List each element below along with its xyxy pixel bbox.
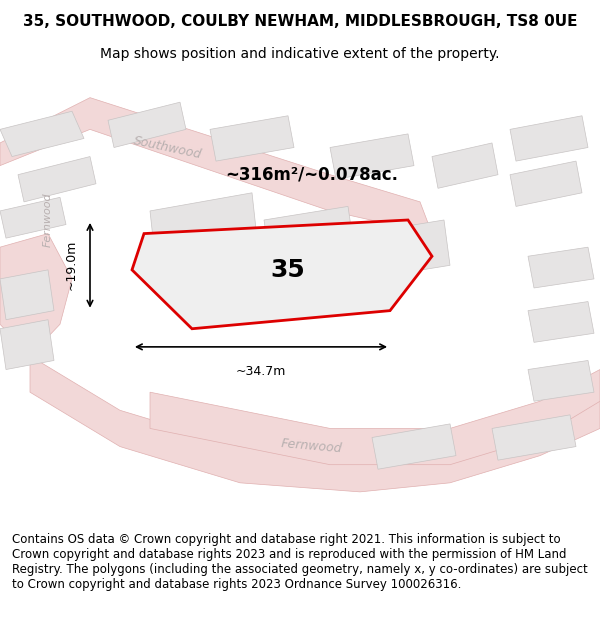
Polygon shape <box>0 111 84 156</box>
Polygon shape <box>528 301 594 343</box>
Polygon shape <box>372 424 456 469</box>
Polygon shape <box>108 102 186 148</box>
Text: ~316m²/~0.078ac.: ~316m²/~0.078ac. <box>226 166 398 184</box>
Polygon shape <box>0 234 72 356</box>
Polygon shape <box>18 156 96 202</box>
Text: ~34.7m: ~34.7m <box>236 365 286 378</box>
Polygon shape <box>150 369 600 465</box>
Polygon shape <box>0 98 432 234</box>
Polygon shape <box>528 361 594 401</box>
Text: Fernwood: Fernwood <box>281 438 343 456</box>
Polygon shape <box>0 198 66 238</box>
Text: Southwood: Southwood <box>133 134 203 161</box>
Polygon shape <box>330 134 414 179</box>
Polygon shape <box>360 220 450 279</box>
Polygon shape <box>264 206 354 261</box>
Text: Fernwood: Fernwood <box>43 192 53 248</box>
Polygon shape <box>132 220 432 329</box>
Text: Contains OS data © Crown copyright and database right 2021. This information is : Contains OS data © Crown copyright and d… <box>12 533 588 591</box>
Polygon shape <box>150 192 258 265</box>
Text: Map shows position and indicative extent of the property.: Map shows position and indicative extent… <box>100 47 500 61</box>
Polygon shape <box>0 270 54 319</box>
Polygon shape <box>210 116 294 161</box>
Text: ~19.0m: ~19.0m <box>65 240 78 291</box>
Text: 35, SOUTHWOOD, COULBY NEWHAM, MIDDLESBROUGH, TS8 0UE: 35, SOUTHWOOD, COULBY NEWHAM, MIDDLESBRO… <box>23 14 577 29</box>
Polygon shape <box>30 356 600 492</box>
Polygon shape <box>492 415 576 460</box>
Polygon shape <box>510 161 582 206</box>
Polygon shape <box>528 247 594 288</box>
Polygon shape <box>0 319 54 369</box>
Text: 35: 35 <box>271 258 305 282</box>
Polygon shape <box>510 116 588 161</box>
Polygon shape <box>432 143 498 188</box>
